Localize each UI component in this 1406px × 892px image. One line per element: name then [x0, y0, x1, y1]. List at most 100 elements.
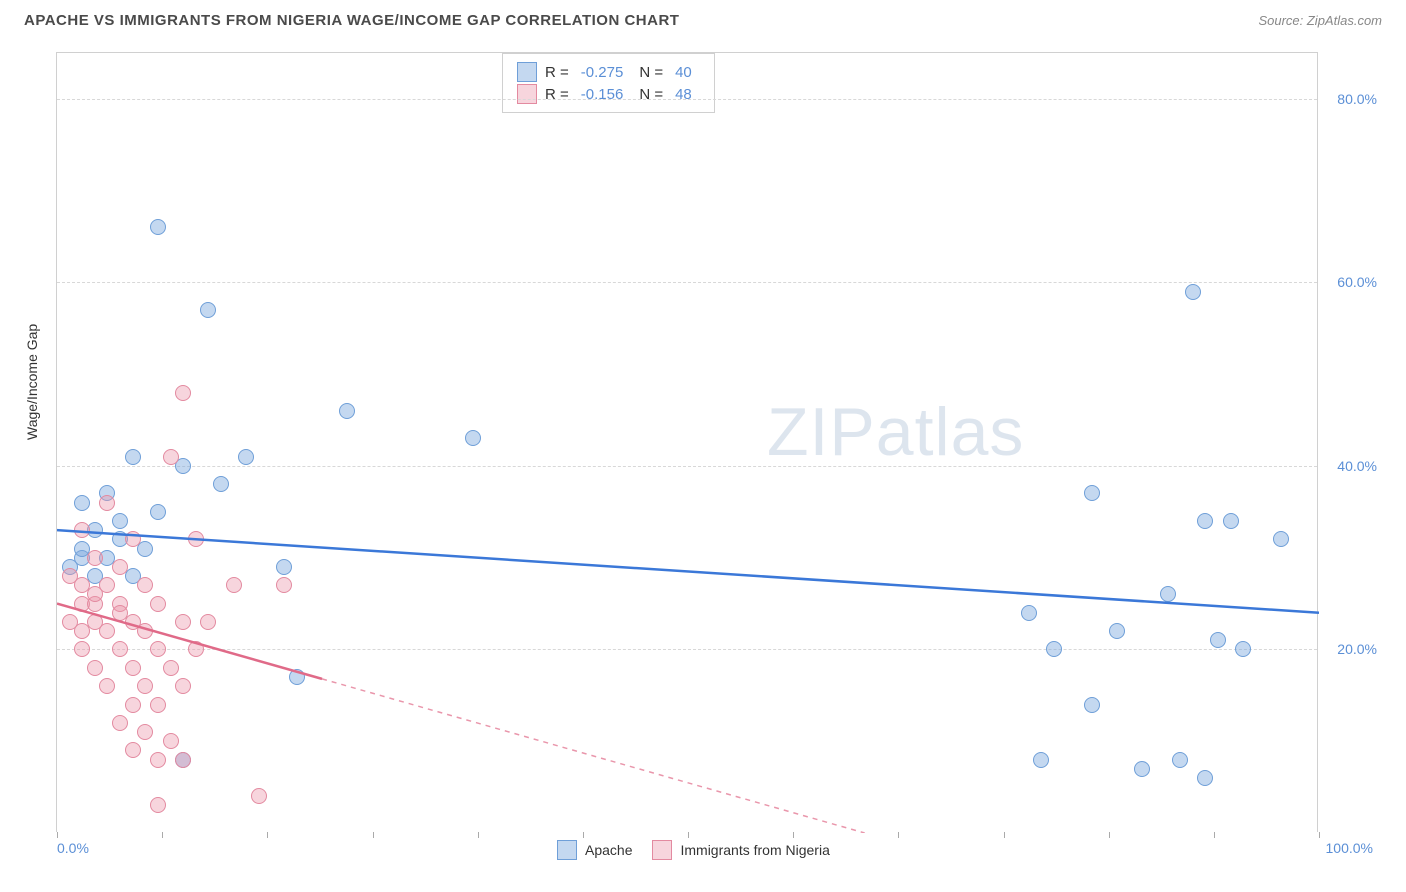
scatter-chart: ZIPatlas R = -0.275 N = 40 R = -0.156 N …: [56, 52, 1318, 832]
x-tick: [267, 832, 268, 838]
stat-r-value: -0.275: [581, 64, 624, 81]
data-point: [175, 678, 191, 694]
data-point: [1084, 485, 1100, 501]
data-point: [125, 660, 141, 676]
x-tick: [1004, 832, 1005, 838]
x-tick: [57, 832, 58, 838]
data-point: [163, 449, 179, 465]
x-tick-label: 0.0%: [57, 840, 89, 856]
x-tick: [688, 832, 689, 838]
data-point: [200, 614, 216, 630]
data-point: [1033, 752, 1049, 768]
stat-n-label: N =: [639, 64, 663, 81]
data-point: [175, 614, 191, 630]
data-point: [74, 495, 90, 511]
trend-lines: [57, 53, 1319, 833]
data-point: [87, 550, 103, 566]
x-tick: [1319, 832, 1320, 838]
data-point: [99, 678, 115, 694]
data-point: [1197, 513, 1213, 529]
data-point: [74, 522, 90, 538]
y-tick-label: 60.0%: [1337, 274, 1377, 290]
chart-title: APACHE VS IMMIGRANTS FROM NIGERIA WAGE/I…: [24, 12, 679, 29]
data-point: [112, 513, 128, 529]
x-tick-label: 100.0%: [1326, 840, 1373, 856]
x-tick: [373, 832, 374, 838]
y-tick-label: 40.0%: [1337, 458, 1377, 474]
series-legend: Apache Immigrants from Nigeria: [557, 840, 830, 860]
data-point: [1134, 761, 1150, 777]
data-point: [137, 678, 153, 694]
data-point: [1084, 697, 1100, 713]
stat-n-label: N =: [639, 86, 663, 103]
x-tick: [162, 832, 163, 838]
data-point: [1197, 770, 1213, 786]
data-point: [74, 641, 90, 657]
data-point: [1185, 284, 1201, 300]
data-point: [1160, 586, 1176, 602]
data-point: [150, 641, 166, 657]
data-point: [87, 586, 103, 602]
data-point: [1109, 623, 1125, 639]
data-point: [339, 403, 355, 419]
stat-r-value: -0.156: [581, 86, 624, 103]
data-point: [112, 559, 128, 575]
data-point: [1046, 641, 1062, 657]
swatch-blue-icon: [517, 62, 537, 82]
gridline: [57, 99, 1317, 100]
data-point: [99, 623, 115, 639]
data-point: [175, 385, 191, 401]
data-point: [163, 733, 179, 749]
gridline: [57, 466, 1317, 467]
correlation-legend: R = -0.275 N = 40 R = -0.156 N = 48: [502, 53, 715, 113]
legend-item-apache: Apache: [557, 840, 632, 860]
data-point: [87, 660, 103, 676]
data-point: [74, 623, 90, 639]
data-point: [163, 660, 179, 676]
data-point: [150, 504, 166, 520]
data-point: [289, 669, 305, 685]
legend-item-nigeria: Immigrants from Nigeria: [652, 840, 829, 860]
data-point: [137, 623, 153, 639]
data-point: [213, 476, 229, 492]
stat-n-value: 48: [675, 86, 692, 103]
legend-label: Immigrants from Nigeria: [680, 842, 829, 858]
swatch-pink-icon: [517, 84, 537, 104]
data-point: [200, 302, 216, 318]
x-tick: [1214, 832, 1215, 838]
gridline: [57, 282, 1317, 283]
data-point: [226, 577, 242, 593]
data-point: [150, 797, 166, 813]
data-point: [251, 788, 267, 804]
data-point: [125, 742, 141, 758]
y-tick-label: 80.0%: [1337, 91, 1377, 107]
data-point: [1172, 752, 1188, 768]
header-row: APACHE VS IMMIGRANTS FROM NIGERIA WAGE/I…: [0, 0, 1406, 29]
x-tick: [478, 832, 479, 838]
y-axis-label: Wage/Income Gap: [24, 324, 40, 440]
data-point: [150, 697, 166, 713]
gridline: [57, 649, 1317, 650]
data-point: [112, 641, 128, 657]
data-point: [137, 577, 153, 593]
x-tick: [583, 832, 584, 838]
data-point: [188, 531, 204, 547]
data-point: [112, 605, 128, 621]
data-point: [238, 449, 254, 465]
swatch-blue-icon: [557, 840, 577, 860]
data-point: [137, 724, 153, 740]
y-tick-label: 20.0%: [1337, 641, 1377, 657]
x-tick: [793, 832, 794, 838]
legend-row-apache: R = -0.275 N = 40: [517, 62, 700, 82]
watermark: ZIPatlas: [767, 393, 1024, 471]
data-point: [99, 495, 115, 511]
stat-r-label: R =: [545, 64, 569, 81]
data-point: [125, 531, 141, 547]
data-point: [175, 752, 191, 768]
data-point: [188, 641, 204, 657]
data-point: [125, 449, 141, 465]
data-point: [1273, 531, 1289, 547]
swatch-pink-icon: [652, 840, 672, 860]
stat-r-label: R =: [545, 86, 569, 103]
source-label: Source: ZipAtlas.com: [1258, 13, 1382, 28]
